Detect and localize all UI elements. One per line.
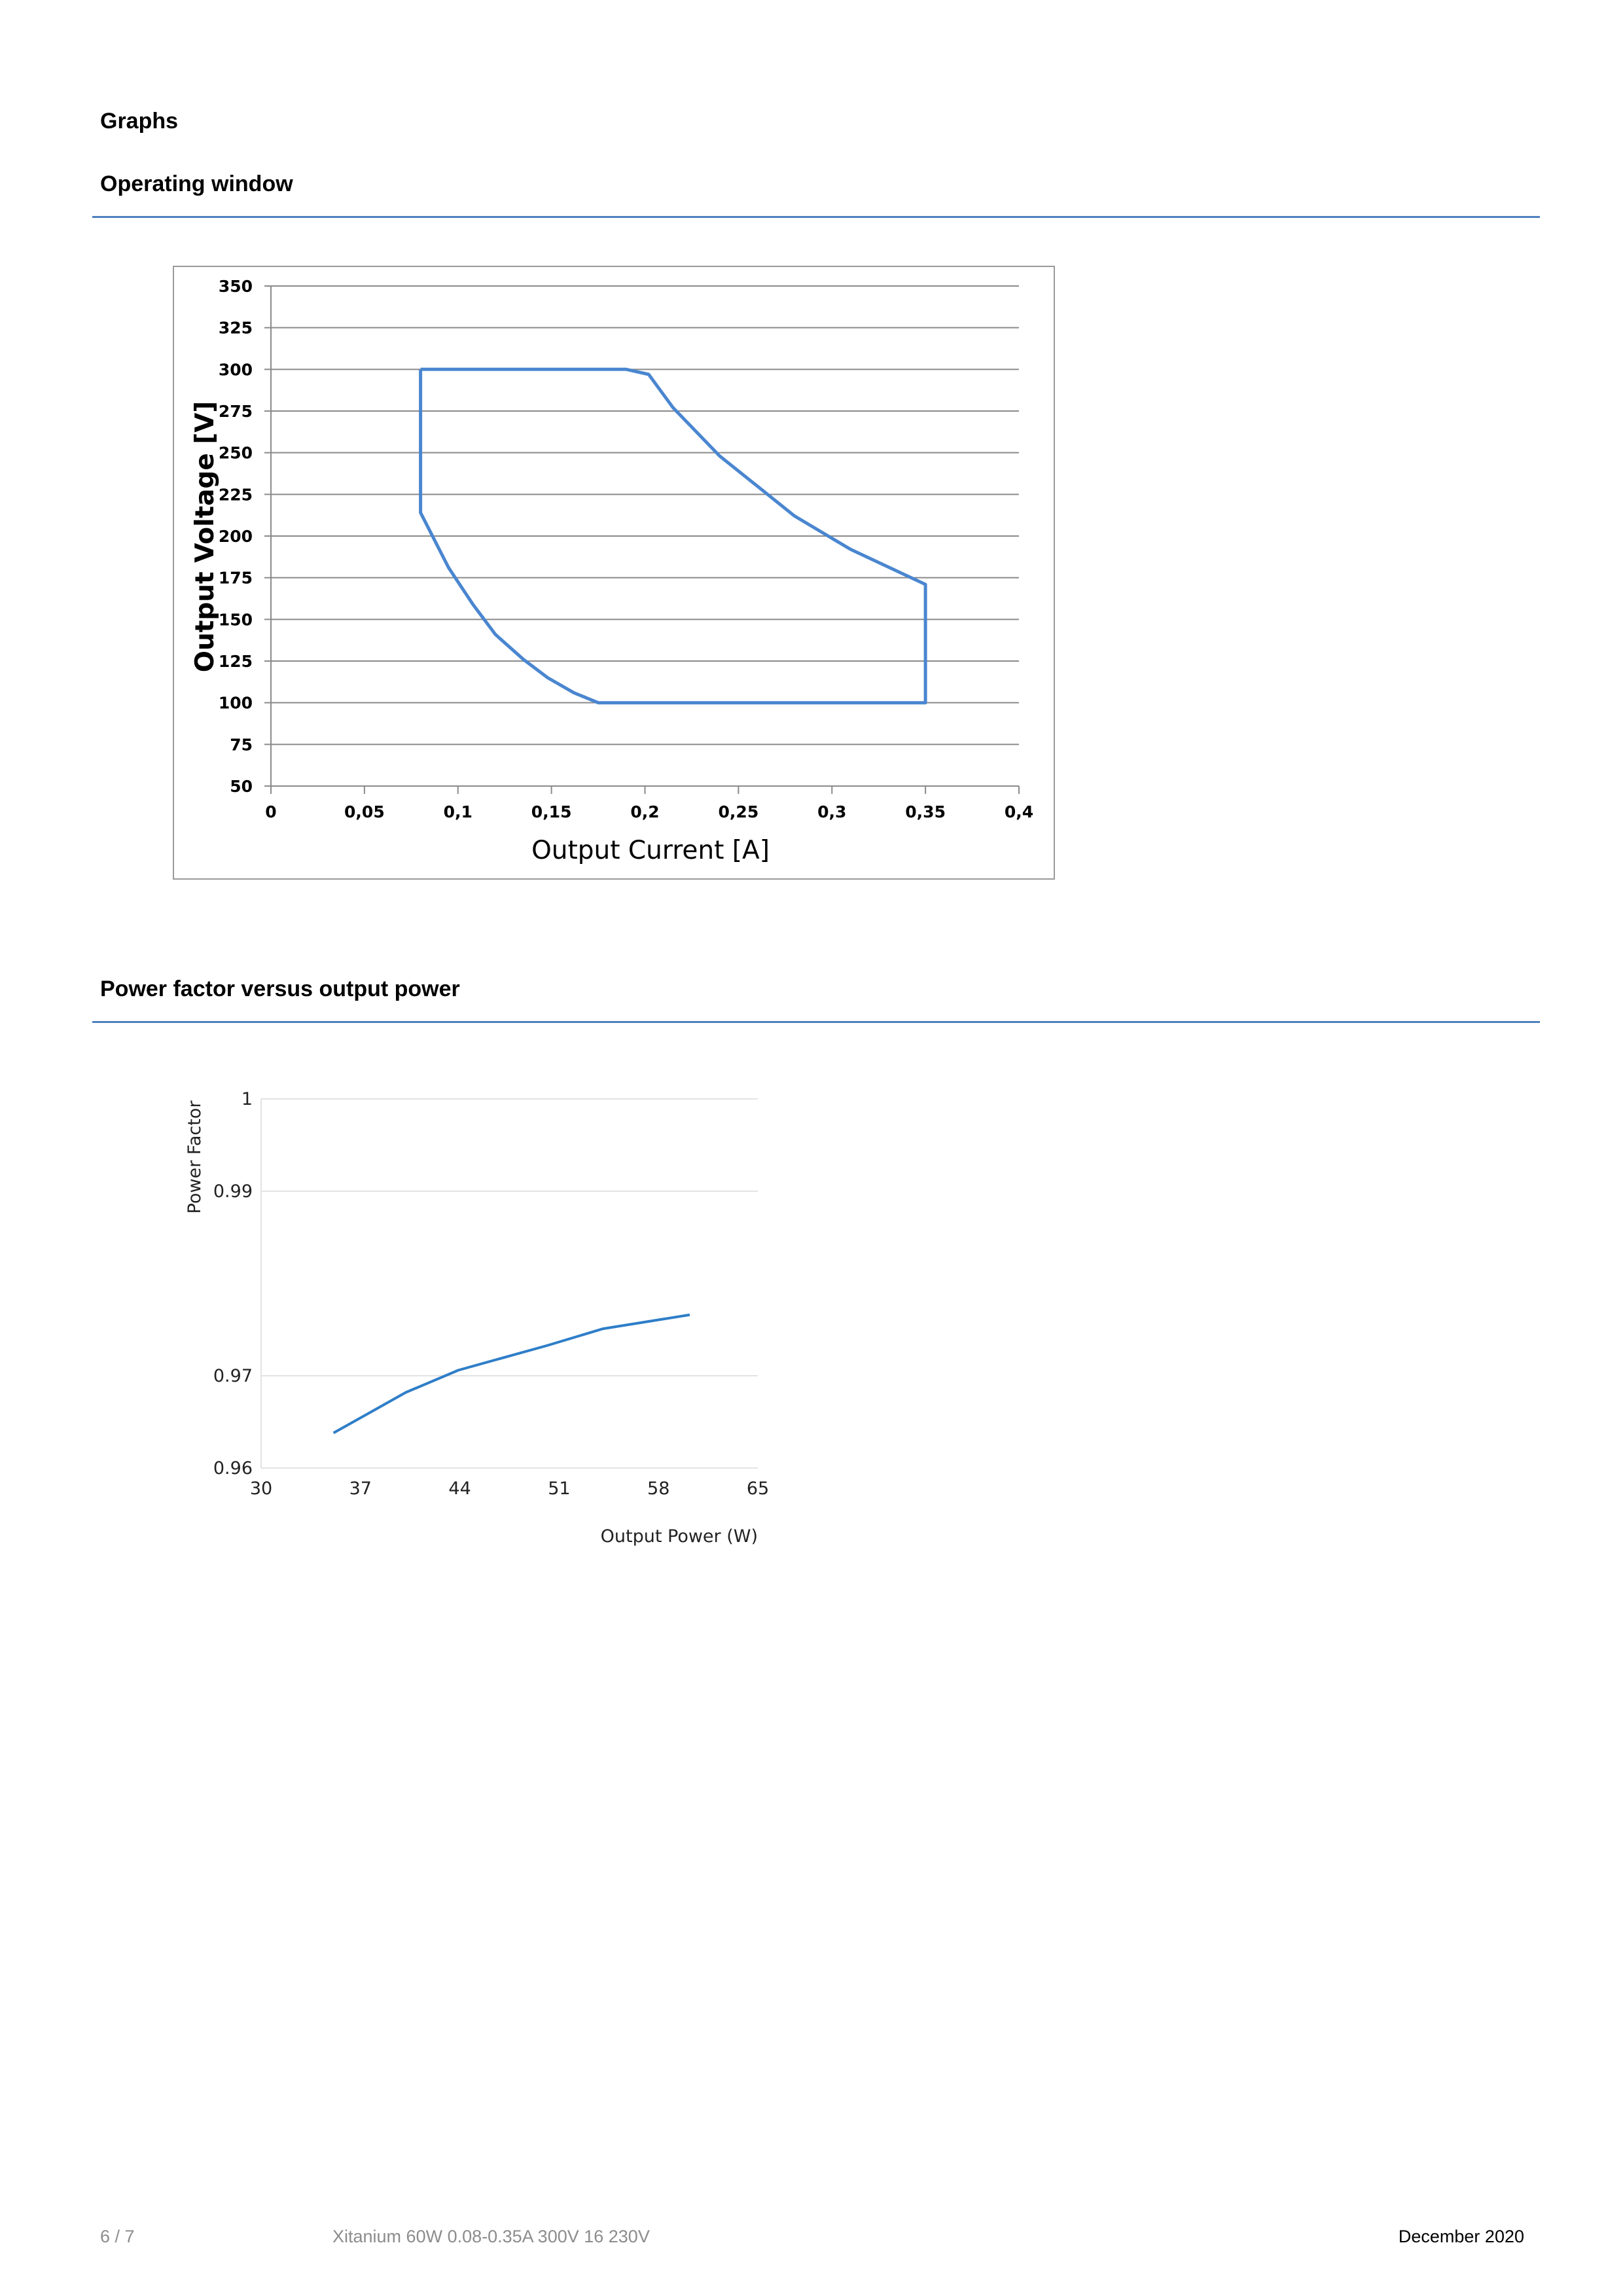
- y-tick-label: 275: [219, 402, 253, 421]
- y-tick-label: 200: [219, 527, 253, 546]
- x-tick-label: 51: [548, 1479, 570, 1499]
- y-tick-label: 75: [230, 735, 253, 754]
- section-divider: [92, 216, 1540, 218]
- section-divider: [92, 1021, 1540, 1023]
- y-tick-label: 175: [219, 569, 253, 588]
- y-axis-title: Power Factor: [185, 1100, 205, 1214]
- x-tick-label: 44: [448, 1479, 471, 1499]
- section-title-operating-window: Operating window: [100, 171, 293, 196]
- y-tick-label: 1: [241, 1089, 253, 1109]
- y-tick-label: 350: [219, 277, 253, 296]
- power-factor-line: [332, 1313, 690, 1435]
- x-tick-label: 0: [265, 802, 276, 821]
- x-tick-label: 37: [349, 1479, 372, 1499]
- y-tick-label: 100: [219, 694, 253, 713]
- x-tick-label: 65: [747, 1479, 769, 1499]
- x-tick-label: 0,1: [444, 802, 473, 821]
- x-tick-label: 0,3: [817, 802, 846, 821]
- y-tick-label: 150: [219, 610, 253, 629]
- y-tick-label: 325: [219, 319, 253, 338]
- footer-product-name: Xitanium 60W 0.08-0.35A 300V 16 230V: [332, 2227, 650, 2246]
- x-tick-label: 0,15: [531, 802, 572, 821]
- x-tick-label: 0,4: [1005, 802, 1033, 821]
- x-axis-title: Output Power (W): [601, 1526, 758, 1547]
- y-tick-label: 0.99: [213, 1181, 253, 1202]
- x-tick-label: 30: [250, 1479, 272, 1499]
- x-axis-title: Output Current [A]: [531, 836, 770, 865]
- x-tick-label: 0,05: [344, 802, 385, 821]
- x-tick-label: 0,25: [719, 802, 759, 821]
- y-tick-label: 125: [219, 652, 253, 671]
- x-tick-label: 0,35: [905, 802, 946, 821]
- y-tick-label: 0.97: [213, 1366, 253, 1386]
- y-axis-title: Output Voltage [V]: [190, 401, 220, 672]
- footer-page-number: 6 / 7: [100, 2227, 135, 2246]
- y-tick-label: 225: [219, 485, 253, 504]
- y-tick-label: 50: [230, 777, 253, 796]
- y-tick-label: 300: [219, 360, 253, 379]
- y-tick-label: 0.96: [213, 1458, 253, 1479]
- section-title-power-factor: Power factor versus output power: [100, 977, 460, 1001]
- page-heading: Graphs: [100, 109, 179, 134]
- operating-window-boundary-line: [419, 367, 927, 705]
- y-tick-label: 250: [219, 444, 253, 463]
- x-tick-label: 58: [647, 1479, 669, 1499]
- footer-date: December 2020: [1398, 2227, 1524, 2246]
- x-tick-label: 0,2: [630, 802, 659, 821]
